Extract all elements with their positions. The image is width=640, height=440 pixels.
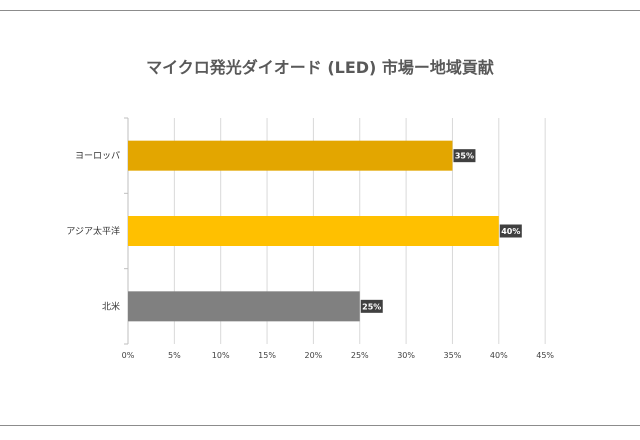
category-label: ヨーロッパ xyxy=(75,151,120,162)
category-label: アジア太平洋 xyxy=(66,225,120,237)
data-label-box xyxy=(453,149,476,163)
x-tick-label: 10% xyxy=(212,351,230,360)
x-tick-label: 0% xyxy=(122,351,135,360)
data-label: 40% xyxy=(501,227,520,236)
data-label-box xyxy=(360,299,383,313)
frame-bottom-rule xyxy=(0,425,640,426)
data-label: 35% xyxy=(455,152,474,161)
x-tick-label: 15% xyxy=(258,351,276,360)
bar xyxy=(128,291,360,322)
chart-title: マイクロ発光ダイオード (LED) 市場ー地域貢献 xyxy=(146,58,494,77)
data-label-box xyxy=(499,224,522,238)
frame-top-rule xyxy=(0,10,640,11)
x-tick-label: 35% xyxy=(444,351,462,360)
x-tick-label: 40% xyxy=(490,351,508,360)
x-tick-label: 45% xyxy=(536,351,554,360)
data-label: 25% xyxy=(362,302,381,311)
x-tick-label: 30% xyxy=(397,351,415,360)
category-label: 北米 xyxy=(102,300,120,312)
x-tick-label: 5% xyxy=(168,351,181,360)
bar xyxy=(128,140,453,171)
bar xyxy=(128,216,499,246)
x-tick-label: 20% xyxy=(305,351,323,360)
x-tick-label: 25% xyxy=(351,351,369,360)
